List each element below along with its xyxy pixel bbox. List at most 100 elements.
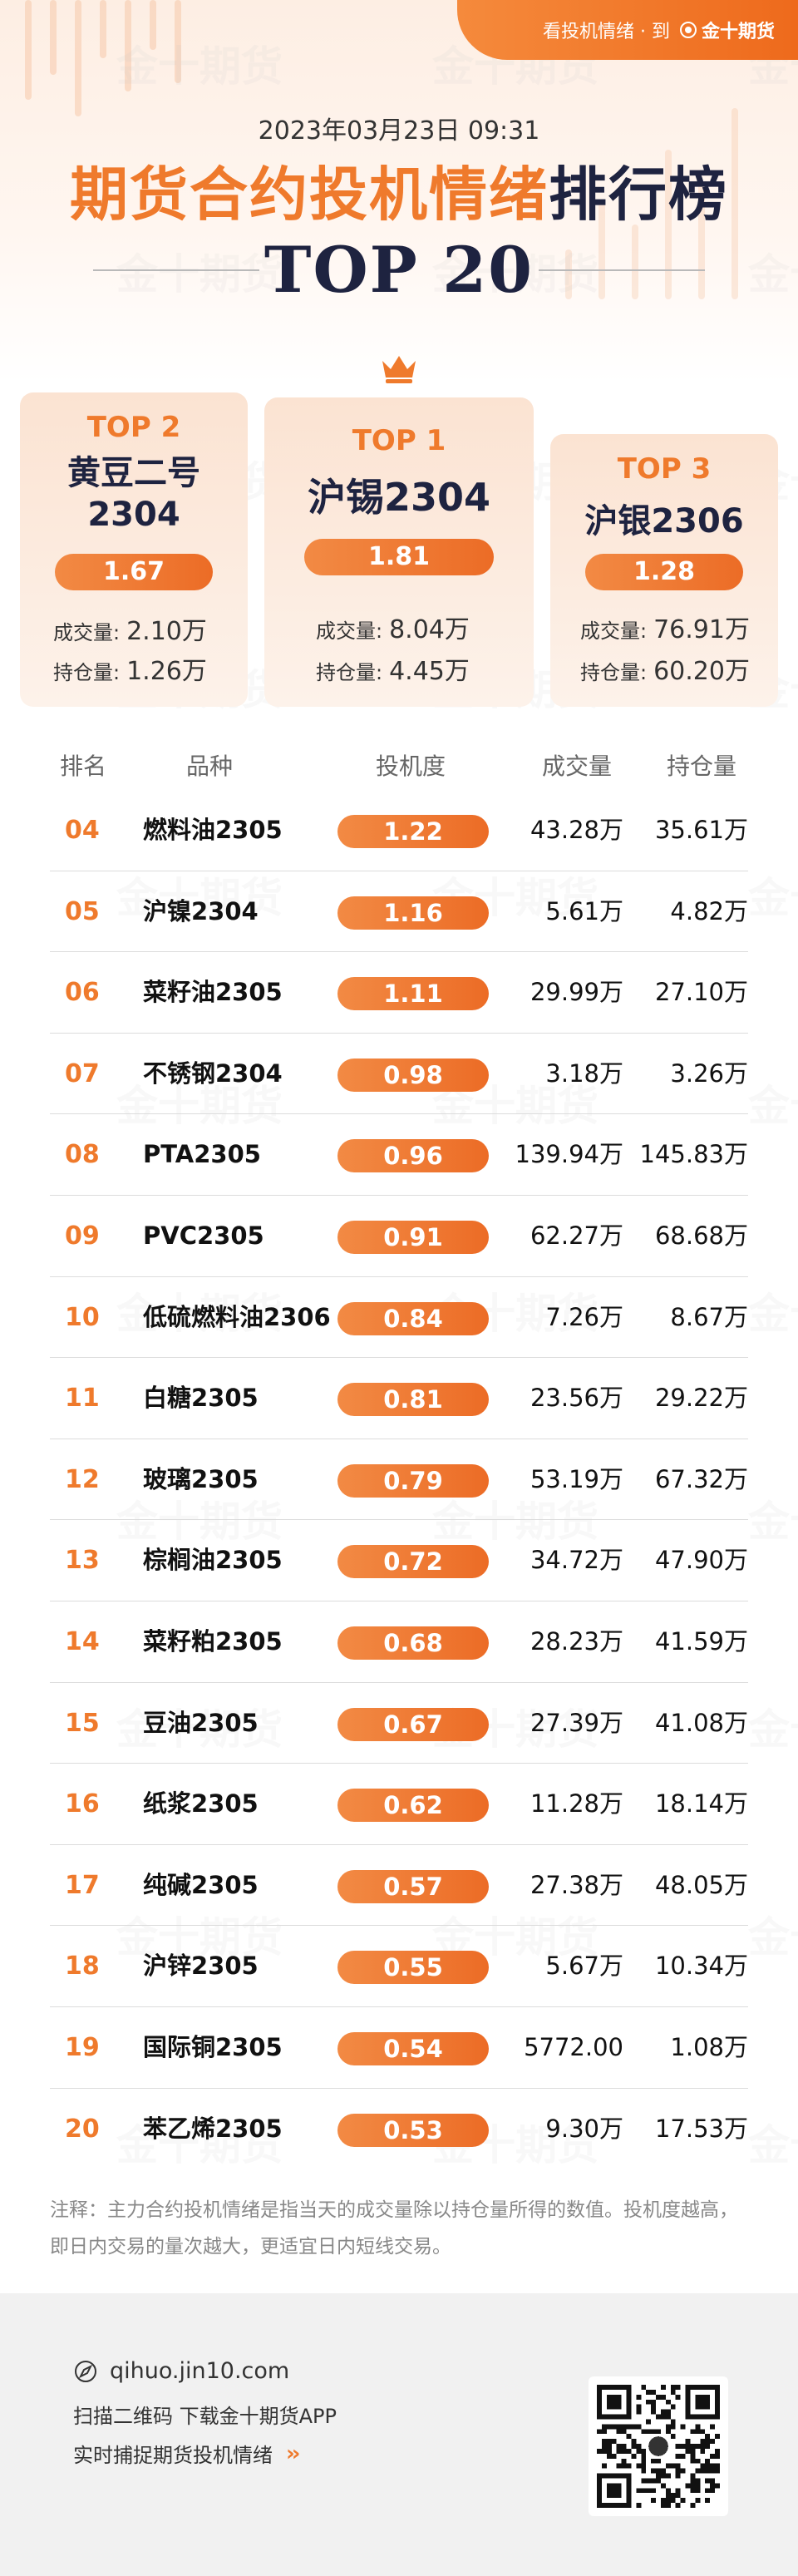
table-row[interactable]: 04 燃料油2305 1.22 43.28万 35.61万 (50, 790, 748, 871)
row-name: 菜籽粕2305 (143, 1626, 283, 1656)
row-score-pill: 0.98 (337, 1058, 489, 1092)
row-name: 棕榈油2305 (143, 1546, 283, 1575)
footer-tagline-text: 实时捕捉期货投机情绪 (73, 2444, 273, 2467)
position-label: 持仓量: (580, 661, 648, 684)
row-rank: 08 (65, 1140, 100, 1170)
footer-site[interactable]: qihuo.jin10.com (73, 2358, 289, 2384)
row-position: 67.32万 (654, 1464, 748, 1493)
row-rank: 15 (65, 1708, 100, 1738)
row-score-pill: 0.67 (337, 1707, 489, 1741)
table-row[interactable]: 18 沪锌2305 0.55 5.67万 10.34万 (50, 1926, 748, 2007)
row-position: 47.90万 (654, 1546, 748, 1575)
row-score-pill: 0.55 (337, 1951, 489, 1985)
row-position: 68.68万 (654, 1221, 748, 1250)
row-name: 苯乙烯2305 (143, 2114, 283, 2143)
row-rank: 17 (65, 1870, 100, 1900)
row-volume: 23.56万 (530, 1384, 623, 1413)
table-row[interactable]: 15 豆油2305 0.67 27.39万 41.08万 (50, 1683, 748, 1764)
table-row[interactable]: 20 苯乙烯2305 0.53 9.30万 17.53万 (50, 2089, 748, 2170)
podium-name: 沪银2306 (584, 502, 744, 540)
table-header: 排名 品种 投机度 成交量 持仓量 (50, 748, 748, 782)
podium-score: 1.28 (585, 554, 743, 590)
subtitle-divider-left (93, 269, 259, 271)
datetime: 2023年03月23日 09:31 (258, 116, 540, 146)
footnote: 注释：主力合约投机情绪是指当天的成交量除以持仓量所得的数值。投机度越高，即日内交… (50, 2199, 738, 2258)
table-row[interactable]: 17 纯碱2305 0.57 27.38万 48.05万 (50, 1845, 748, 1927)
footer-tagline: 实时捕捉期货投机情绪 ›› (73, 2439, 301, 2468)
table-row[interactable]: 16 纸浆2305 0.62 11.28万 18.14万 (50, 1764, 748, 1845)
row-name: PTA2305 (143, 1140, 261, 1169)
row-position: 145.83万 (639, 1140, 748, 1169)
table-row[interactable]: 08 PTA2305 0.96 139.94万 145.83万 (50, 1114, 748, 1196)
volume-value: 2.10万 (126, 617, 207, 646)
row-position: 17.53万 (654, 2114, 748, 2143)
podium-card-third[interactable]: TOP 3 沪银2306 1.28 成交量: 76.91万 持仓量: 60.20万 (550, 434, 778, 707)
podium-volume: 成交量: 2.10万 (53, 610, 207, 647)
row-score-pill: 0.91 (337, 1220, 489, 1254)
row-score-pill: 0.68 (337, 1626, 489, 1660)
row-position: 8.67万 (670, 1302, 748, 1331)
row-score-pill: 0.79 (337, 1463, 489, 1498)
table-row[interactable]: 09 PVC2305 0.91 62.27万 68.68万 (50, 1196, 748, 1277)
row-name: 豆油2305 (143, 1708, 259, 1737)
brand-mini: 金十期货 (679, 17, 775, 43)
row-name: 玻璃2305 (143, 1464, 259, 1493)
page-title: 期货合约投机情绪排行榜 (0, 148, 798, 232)
table-row[interactable]: 05 沪镍2304 1.16 5.61万 4.82万 (50, 871, 748, 953)
table-row[interactable]: 11 白糖2305 0.81 23.56万 29.22万 (50, 1358, 748, 1439)
podium-position: 持仓量: 1.26万 (53, 650, 207, 687)
decorative-stripes-right (549, 83, 765, 299)
podium-name-line1: 黄豆二号 (67, 454, 200, 492)
row-score-pill: 0.62 (337, 1789, 489, 1823)
podium-card-first[interactable]: TOP 1 沪锡2304 1.81 成交量: 8.04万 持仓量: 4.45万 (264, 397, 534, 707)
crown-icon (382, 356, 416, 383)
row-volume: 11.28万 (530, 1789, 623, 1818)
title-dark: 排行榜 (549, 160, 728, 229)
header-name: 品种 (186, 753, 234, 780)
row-volume: 27.39万 (530, 1708, 623, 1737)
row-volume: 3.18万 (545, 1059, 623, 1088)
row-name: 低硫燃料油2306 (143, 1302, 331, 1331)
row-volume: 29.99万 (530, 978, 623, 1007)
volume-label: 成交量: (316, 619, 383, 643)
table-row[interactable]: 07 不锈钢2304 0.98 3.18万 3.26万 (50, 1034, 748, 1115)
podium-card-second[interactable]: TOP 2 黄豆二号 2304 1.67 成交量: 2.10万 持仓量: 1.26万 (20, 392, 248, 707)
row-name: 菜籽油2305 (143, 978, 283, 1007)
table-row[interactable]: 06 菜籽油2305 1.11 29.99万 27.10万 (50, 952, 748, 1034)
row-score-pill: 0.72 (337, 1545, 489, 1579)
row-rank: 11 (65, 1384, 100, 1414)
qr-code-icon[interactable] (589, 2376, 728, 2516)
row-volume: 5772.00 (524, 2032, 623, 2061)
row-rank: 07 (65, 1059, 100, 1088)
row-score-pill: 1.11 (337, 977, 489, 1011)
row-volume: 28.23万 (530, 1626, 623, 1656)
volume-value: 8.04万 (389, 615, 470, 644)
row-position: 27.10万 (654, 978, 748, 1007)
footer: qihuo.jin10.com 扫描二维码 下载金十期货APP 实时捕捉期货投机… (0, 2293, 798, 2576)
double-chevron-icon: ›› (286, 2440, 301, 2466)
brand-name: 金十期货 (701, 22, 775, 42)
podium-position: 持仓量: 60.20万 (580, 650, 750, 687)
subtitle-row: TOP 20 (0, 233, 798, 308)
top-tag-text: 看投机情绪 · 到 (543, 22, 670, 42)
table-row[interactable]: 19 国际铜2305 0.54 5772.00 1.08万 (50, 2007, 748, 2089)
ranking-table: 04 燃料油2305 1.22 43.28万 35.61万 05 沪镍2304 1.16 5.6… (50, 790, 748, 2169)
table-row[interactable]: 13 棕榈油2305 0.72 34.72万 47.90万 (50, 1520, 748, 1601)
row-volume: 5.67万 (545, 1952, 623, 1981)
row-rank: 12 (65, 1464, 100, 1494)
table-row[interactable]: 14 菜籽粕2305 0.68 28.23万 41.59万 (50, 1601, 748, 1683)
row-position: 4.82万 (670, 896, 748, 925)
position-value: 1.26万 (126, 657, 207, 686)
top-tag-banner[interactable]: 看投机情绪 · 到 金十期货 (457, 0, 798, 60)
podium-volume: 成交量: 8.04万 (316, 609, 470, 645)
row-rank: 19 (65, 2032, 100, 2062)
table-row[interactable]: 10 低硫燃料油2306 0.84 7.26万 8.67万 (50, 1277, 748, 1359)
table-row[interactable]: 12 玻璃2305 0.79 53.19万 67.32万 (50, 1439, 748, 1521)
row-position: 1.08万 (670, 2032, 748, 2061)
row-score-pill: 0.84 (337, 1301, 489, 1335)
row-rank: 20 (65, 2114, 100, 2144)
row-rank: 16 (65, 1789, 100, 1819)
watermark: 金十期货 (748, 1082, 798, 1130)
podium-name: 沪锡2304 (307, 475, 491, 520)
row-rank: 10 (65, 1302, 100, 1332)
